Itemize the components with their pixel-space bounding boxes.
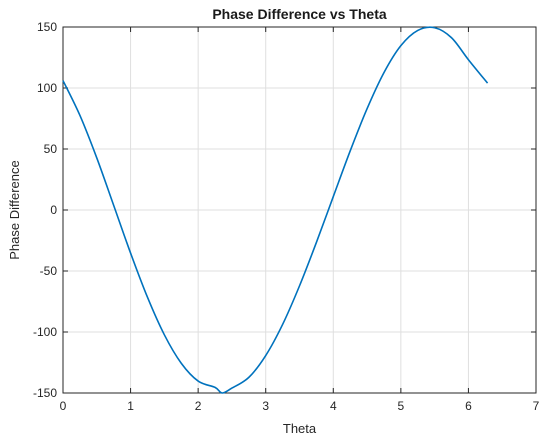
series-layer xyxy=(62,26,489,394)
y-tick-label: 100 xyxy=(37,81,57,95)
plot-area-border xyxy=(62,26,537,394)
y-tick-label: 150 xyxy=(37,20,57,34)
y-tick-label: -100 xyxy=(33,325,57,339)
x-tick-label: 2 xyxy=(195,399,202,413)
chart-title: Phase Difference vs Theta xyxy=(212,6,387,22)
y-axis-label: Phase Difference xyxy=(7,160,22,260)
x-tick-label: 3 xyxy=(262,399,269,413)
x-tick-label: 7 xyxy=(533,399,540,413)
y-tick-label: -150 xyxy=(33,386,57,400)
y-tick-label: 0 xyxy=(50,203,57,217)
series-line-0 xyxy=(62,26,489,394)
x-tick-label: 4 xyxy=(330,399,337,413)
x-tick-label: 5 xyxy=(398,399,405,413)
x-tick-label: 0 xyxy=(60,399,67,413)
x-tick-label: 1 xyxy=(127,399,134,413)
x-tick-label: 6 xyxy=(465,399,472,413)
y-tick-label: -50 xyxy=(40,264,58,278)
ticks: 0 1 2 3 4 5 6 7 -150 -100 -50 0 50 100 150 xyxy=(33,20,540,413)
x-axis-label: Theta xyxy=(283,421,317,436)
y-tick-label: 50 xyxy=(44,142,58,156)
grid xyxy=(63,27,536,393)
